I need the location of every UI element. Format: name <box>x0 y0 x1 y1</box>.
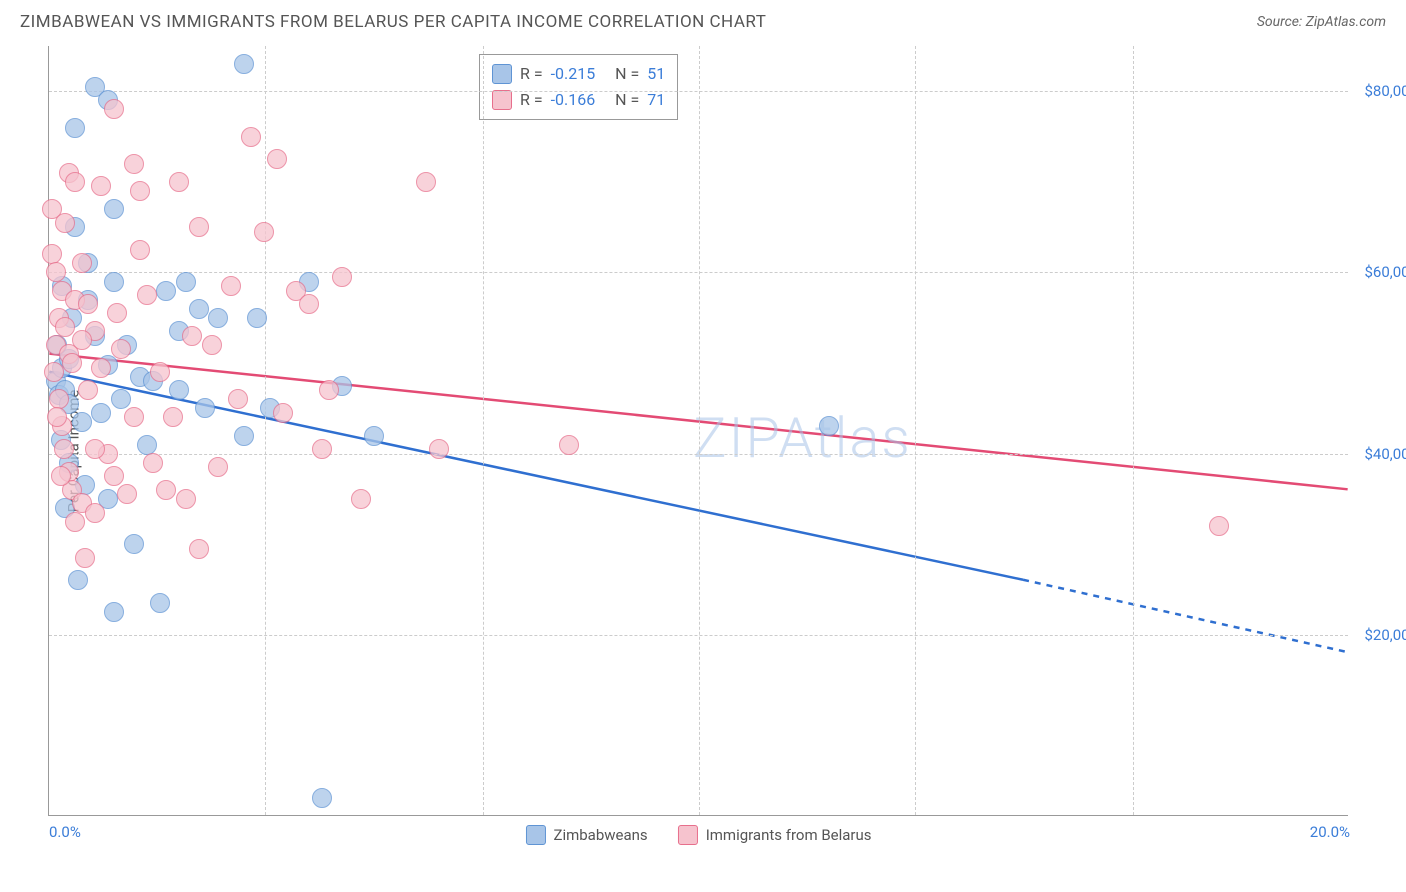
scatter-point <box>156 480 176 500</box>
scatter-point <box>104 466 124 486</box>
legend-bottom: Zimbabweans Immigrants from Belarus <box>525 825 871 845</box>
scatter-point <box>72 330 92 350</box>
scatter-point <box>202 335 222 355</box>
scatter-point <box>247 308 267 328</box>
legend-stats: R = -0.215 N = 51R = -0.166 N = 71 <box>479 54 678 120</box>
scatter-point <box>150 362 170 382</box>
chart-container: Per Capita Income ZIPAtlas R = -0.215 N … <box>20 46 1386 856</box>
scatter-point <box>91 358 111 378</box>
y-tick-label: $60,000 <box>1354 263 1406 281</box>
scatter-point <box>169 172 189 192</box>
scatter-point <box>51 466 71 486</box>
scatter-point <box>332 267 352 287</box>
scatter-point <box>124 407 144 427</box>
scatter-point <box>312 788 332 808</box>
scatter-point <box>195 398 215 418</box>
scatter-point <box>234 426 254 446</box>
scatter-point <box>124 154 144 174</box>
scatter-point <box>130 181 150 201</box>
gridline-v <box>915 46 916 815</box>
y-tick-label: $80,000 <box>1354 82 1406 100</box>
x-tick-label: 0.0% <box>49 823 81 841</box>
scatter-point <box>234 54 254 74</box>
scatter-point <box>85 503 105 523</box>
chart-title: ZIMBABWEAN VS IMMIGRANTS FROM BELARUS PE… <box>20 12 766 32</box>
scatter-point <box>68 570 88 590</box>
scatter-point <box>65 172 85 192</box>
scatter-point <box>182 326 202 346</box>
scatter-point <box>1209 516 1229 536</box>
scatter-point <box>91 176 111 196</box>
legend-stat-row: R = -0.215 N = 51 <box>492 61 665 87</box>
scatter-point <box>559 435 579 455</box>
scatter-point <box>54 439 74 459</box>
source-label: Source: ZipAtlas.com <box>1257 14 1386 30</box>
scatter-point <box>55 213 75 233</box>
scatter-point <box>107 303 127 323</box>
y-tick-label: $40,000 <box>1354 445 1406 463</box>
scatter-point <box>104 602 124 622</box>
legend-item: Immigrants from Belarus <box>678 825 872 845</box>
scatter-point <box>62 353 82 373</box>
gridline-v <box>483 46 484 815</box>
scatter-point <box>241 127 261 147</box>
scatter-point <box>189 539 209 559</box>
scatter-point <box>299 294 319 314</box>
legend-item: Zimbabweans <box>525 825 647 845</box>
scatter-point <box>124 534 144 554</box>
scatter-point <box>111 389 131 409</box>
y-tick-label: $20,000 <box>1354 626 1406 644</box>
scatter-point <box>429 439 449 459</box>
scatter-point <box>47 407 67 427</box>
scatter-point <box>208 308 228 328</box>
scatter-point <box>150 593 170 613</box>
scatter-point <box>104 272 124 292</box>
scatter-point <box>169 380 189 400</box>
scatter-point <box>75 548 95 568</box>
plot-area: ZIPAtlas R = -0.215 N = 51R = -0.166 N =… <box>48 46 1348 816</box>
scatter-point <box>267 149 287 169</box>
scatter-point <box>78 294 98 314</box>
scatter-point <box>104 99 124 119</box>
scatter-point <box>72 412 92 432</box>
scatter-point <box>44 362 64 382</box>
scatter-point <box>65 512 85 532</box>
scatter-point <box>254 222 274 242</box>
scatter-point <box>143 453 163 473</box>
scatter-point <box>176 489 196 509</box>
x-tick-label: 20.0% <box>1310 823 1350 841</box>
scatter-point <box>111 339 131 359</box>
scatter-point <box>416 172 436 192</box>
scatter-point <box>137 285 157 305</box>
scatter-point <box>49 389 69 409</box>
scatter-point <box>312 439 332 459</box>
scatter-point <box>72 253 92 273</box>
scatter-point <box>104 199 124 219</box>
scatter-point <box>273 403 293 423</box>
scatter-point <box>137 435 157 455</box>
scatter-point <box>85 439 105 459</box>
scatter-point <box>189 217 209 237</box>
scatter-point <box>221 276 241 296</box>
scatter-point <box>42 244 62 264</box>
scatter-point <box>228 389 248 409</box>
scatter-point <box>364 426 384 446</box>
scatter-point <box>78 380 98 400</box>
scatter-point <box>319 380 339 400</box>
scatter-point <box>819 416 839 436</box>
scatter-point <box>91 403 111 423</box>
scatter-point <box>163 407 183 427</box>
gridline-v <box>1133 46 1134 815</box>
scatter-point <box>65 118 85 138</box>
gridline-v <box>699 46 700 815</box>
scatter-point <box>351 489 371 509</box>
scatter-point <box>130 240 150 260</box>
scatter-point <box>176 272 196 292</box>
scatter-point <box>117 484 137 504</box>
scatter-point <box>208 457 228 477</box>
scatter-point <box>156 281 176 301</box>
watermark: ZIPAtlas <box>693 405 912 471</box>
scatter-point <box>46 262 66 282</box>
scatter-point <box>189 299 209 319</box>
